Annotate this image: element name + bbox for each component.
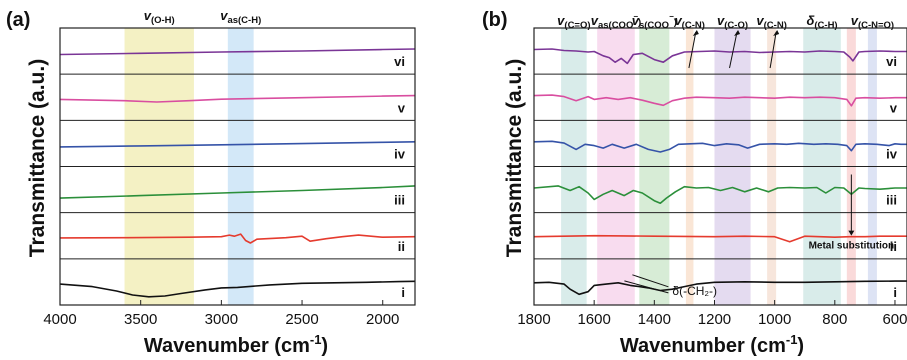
band-label-b-1: vas(COO−) — [591, 12, 641, 31]
band-label-b-0: v(C=O) — [557, 13, 590, 31]
band-arrow-0 — [688, 31, 697, 69]
panel-label-b: (b) — [482, 9, 508, 31]
annotation-text-b-1: δ(-CH₂-) — [672, 284, 717, 298]
series-label-b-v: v — [890, 100, 898, 115]
annotation-arrow-b-1-2 — [632, 274, 669, 288]
x-tick-label-b-1800: 1800 — [517, 311, 550, 328]
annotation-arrow-b-1-1 — [624, 280, 669, 294]
series-label-a-v: v — [398, 100, 406, 115]
x-tick-label-a-3500: 3500 — [124, 311, 157, 328]
x-tick-label-b-1000: 1000 — [758, 311, 791, 328]
annotation-arrowhead-b-0 — [848, 230, 855, 236]
band-arrowhead-1 — [734, 30, 741, 36]
x-tick-label-a-4000: 4000 — [43, 311, 76, 328]
x-axis-label-b: Wavenumber (cm-1) — [620, 332, 804, 357]
series-line-a-i — [59, 280, 416, 298]
series-line-b-iv — [533, 140, 907, 153]
series-label-a-vi: vi — [394, 54, 405, 69]
series-line-b-ii — [533, 234, 907, 243]
series-label-a-ii: ii — [398, 239, 405, 254]
series-label-a-iv: iv — [394, 147, 406, 162]
series-label-b-iv: iv — [886, 147, 898, 162]
band-label-b-4: v(C-O) — [717, 13, 748, 31]
series-label-b-vi: vi — [886, 54, 897, 69]
series-line-a-ii — [59, 233, 416, 244]
series-label-a-iii: iii — [394, 193, 405, 208]
series-label-b-iii: iii — [886, 193, 897, 208]
x-tick-label-b-1400: 1400 — [638, 311, 671, 328]
series-line-a-v — [59, 94, 416, 103]
x-tick-label-b-1200: 1200 — [698, 311, 731, 328]
band-arrowhead-2 — [773, 30, 780, 36]
x-tick-label-a-2000: 2000 — [366, 311, 399, 328]
annotation-text-b-0: Metal substitution — [809, 241, 895, 252]
band-arrowhead-0 — [692, 30, 699, 36]
band-arrow-2 — [769, 31, 777, 69]
x-tick-label-b-600: 600 — [882, 311, 907, 328]
band-label-b-2: vs(COO−) — [632, 12, 677, 31]
band-label-b-8: v(C-N=O) — [851, 13, 894, 31]
axes-frame-a — [59, 27, 416, 306]
y-axis-label-b: Transmittance (a.u.) — [503, 59, 526, 257]
series-label-b-i: i — [893, 285, 897, 300]
band-label-b-6: δ(C-H) — [806, 13, 837, 31]
x-axis-label-a: Wavenumber (cm-1) — [144, 332, 328, 357]
series-line-b-iii — [533, 185, 907, 204]
series-label-a-i: i — [401, 285, 405, 300]
band-label-b-5: v(C-N) — [756, 13, 786, 31]
y-axis-label-a: Transmittance (a.u.) — [26, 59, 49, 257]
band-label-b-3: v(C-N) — [674, 13, 704, 31]
series-line-a-iii — [59, 185, 416, 199]
series-line-a-iv — [59, 141, 416, 148]
x-tick-label-b-800: 800 — [822, 311, 847, 328]
axes-frame-b — [533, 27, 907, 306]
series-line-b-v — [533, 94, 907, 107]
band-label-a-1: vas(C-H) — [220, 8, 261, 26]
series-line-b-vi — [533, 48, 907, 65]
x-tick-label-b-1600: 1600 — [577, 311, 610, 328]
series-label-b-ii: ii — [890, 239, 897, 254]
x-tick-label-a-3000: 3000 — [205, 311, 238, 328]
series-line-a-vi — [59, 48, 416, 56]
panel-label-a: (a) — [6, 9, 30, 31]
panel-b: (b) v(C=O) vas(COO−)vs(COO−)v(C-N) v(C-O) v(… — [482, 9, 907, 328]
band-arrow-1 — [729, 31, 738, 69]
x-tick-label-a-2500: 2500 — [285, 311, 318, 328]
band-label-a-0: v(O-H) — [144, 8, 175, 26]
